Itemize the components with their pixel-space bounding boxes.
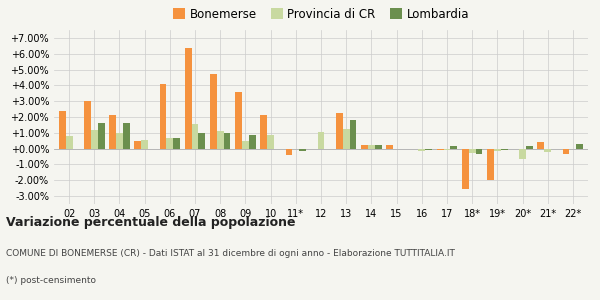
Bar [116,133,123,148]
Bar [317,132,325,148]
Bar [469,148,476,153]
Bar [84,101,91,148]
Bar [267,135,274,148]
Bar [519,148,526,159]
Bar [134,141,141,148]
Bar [501,148,508,150]
Text: Variazione percentuale della popolazione: Variazione percentuale della popolazione [6,216,296,229]
Bar [286,148,292,155]
Bar [59,111,66,148]
Bar [526,146,533,148]
Bar [185,48,191,148]
Bar [160,84,166,148]
Bar [191,124,199,148]
Bar [462,148,469,189]
Bar [260,116,267,148]
Legend: Bonemerse, Provincia di CR, Lombardia: Bonemerse, Provincia di CR, Lombardia [173,8,469,21]
Bar [443,148,451,150]
Bar [476,148,482,154]
Bar [494,148,501,151]
Bar [350,120,356,148]
Bar [368,145,375,148]
Bar [299,148,306,151]
Bar [361,146,368,148]
Bar [123,123,130,148]
Bar [576,144,583,148]
Bar [563,148,569,154]
Bar [91,130,98,148]
Bar [224,133,230,148]
Bar [109,116,116,148]
Bar [292,148,299,149]
Text: COMUNE DI BONEMERSE (CR) - Dati ISTAT al 31 dicembre di ogni anno - Elaborazione: COMUNE DI BONEMERSE (CR) - Dati ISTAT al… [6,249,455,258]
Bar [437,148,443,150]
Bar [66,136,73,148]
Bar [242,141,249,148]
Bar [166,138,173,148]
Bar [141,140,148,148]
Bar [210,74,217,148]
Bar [425,148,432,150]
Bar [487,148,494,180]
Bar [451,146,457,148]
Bar [336,113,343,148]
Bar [199,133,205,148]
Bar [386,146,393,148]
Bar [418,148,425,151]
Bar [249,135,256,148]
Bar [375,145,382,148]
Bar [173,138,180,148]
Bar [217,131,224,148]
Bar [98,123,104,148]
Bar [538,142,544,148]
Bar [235,92,242,148]
Text: (*) post-censimento: (*) post-censimento [6,276,96,285]
Bar [343,129,350,148]
Bar [544,148,551,152]
